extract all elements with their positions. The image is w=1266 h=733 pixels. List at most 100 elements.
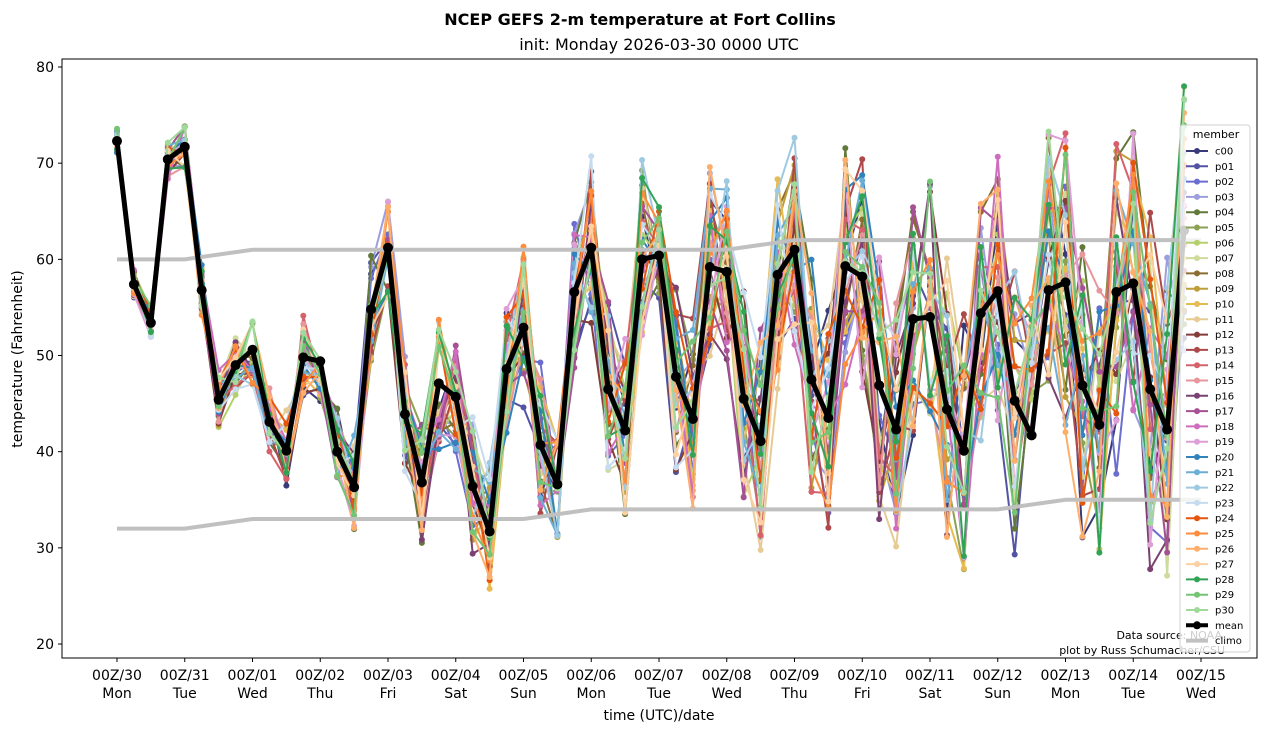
member-point-p24 bbox=[1028, 366, 1035, 373]
member-point-p30 bbox=[181, 124, 188, 131]
member-point-p19 bbox=[571, 241, 578, 248]
member-point-p29 bbox=[977, 390, 984, 397]
member-point-p29 bbox=[469, 529, 476, 536]
member-line-p29 bbox=[116, 123, 1186, 558]
member-point-p14 bbox=[266, 448, 273, 455]
member-point-p27 bbox=[1062, 219, 1069, 226]
x-axis: 00Z/30 Mon 00Z/31 Tue 00Z/01 Wed 00Z/02 Thu 00Z/… bbox=[92, 658, 1226, 702]
member-point-p23 bbox=[1130, 350, 1137, 357]
member-point-p28 bbox=[994, 384, 1001, 391]
x-tick-label-day: Thu bbox=[306, 686, 333, 702]
y-tick-label: 80 bbox=[36, 60, 54, 76]
member-point-p25 bbox=[943, 478, 950, 485]
legend-label: mean bbox=[1215, 621, 1243, 632]
member-point-p17 bbox=[842, 308, 849, 315]
mean-point bbox=[1145, 384, 1156, 395]
member-point-p14 bbox=[1062, 130, 1069, 137]
member-point-p27 bbox=[808, 319, 815, 326]
member-point-p22 bbox=[791, 134, 798, 141]
legend-label: p11 bbox=[1215, 315, 1234, 326]
member-point-p10 bbox=[486, 585, 493, 592]
x-tick-label-day: Mon bbox=[102, 686, 132, 702]
member-point-p30 bbox=[774, 260, 781, 267]
mean-point bbox=[433, 378, 444, 389]
legend-swatch-marker bbox=[1194, 301, 1200, 307]
mean-point bbox=[518, 322, 529, 333]
member-point-p29 bbox=[842, 248, 849, 255]
mean-point bbox=[1111, 287, 1122, 298]
legend-entry-p28: p28 bbox=[1186, 575, 1234, 586]
member-point-p30 bbox=[401, 447, 408, 454]
legend-label: p08 bbox=[1215, 269, 1234, 280]
mean-point bbox=[586, 242, 597, 253]
legend-entry-p13: p13 bbox=[1186, 345, 1234, 356]
mean-point bbox=[1162, 424, 1173, 435]
member-point-p19 bbox=[994, 417, 1001, 424]
member-point-p30 bbox=[1164, 445, 1171, 452]
member-point-p30 bbox=[910, 269, 917, 276]
member-point-p28 bbox=[943, 332, 950, 339]
legend-label: p20 bbox=[1215, 453, 1234, 464]
member-point-p03 bbox=[1164, 254, 1171, 261]
member-point-p29 bbox=[893, 490, 900, 497]
legend-swatch-marker bbox=[1194, 576, 1200, 583]
y-tick-label: 20 bbox=[36, 637, 54, 653]
legend-swatch-marker bbox=[1194, 469, 1200, 476]
member-point-p29 bbox=[351, 512, 358, 519]
legend-label: p24 bbox=[1215, 514, 1234, 525]
member-point-p18 bbox=[994, 153, 1001, 160]
member-point-p20 bbox=[927, 408, 933, 415]
mean-point bbox=[1026, 430, 1037, 441]
member-point-p28 bbox=[656, 204, 662, 211]
member-point-p26 bbox=[385, 204, 391, 211]
member-point-p26 bbox=[1045, 274, 1052, 281]
mean-point bbox=[654, 250, 664, 261]
y-axis-label: temperature (Fahrenheit) bbox=[10, 270, 26, 447]
member-point-p04 bbox=[842, 145, 849, 152]
member-point-p23 bbox=[774, 201, 781, 208]
member-point-p30 bbox=[571, 346, 578, 353]
member-point-p27 bbox=[1147, 251, 1154, 258]
member-point-p27 bbox=[859, 187, 866, 194]
member-point-p20 bbox=[859, 172, 866, 179]
member-point-p25 bbox=[1011, 320, 1018, 327]
member-point-p30 bbox=[622, 455, 629, 462]
climo-low-line bbox=[117, 497, 1201, 531]
member-point-p26 bbox=[418, 527, 425, 534]
member-point-p30 bbox=[520, 261, 527, 268]
mean-point bbox=[501, 363, 512, 374]
member-point-p24 bbox=[503, 314, 510, 321]
legend-entry-p04: p04 bbox=[1186, 208, 1234, 219]
member-point-p19 bbox=[385, 199, 391, 206]
member-point-p25 bbox=[300, 381, 307, 388]
member-point-p24 bbox=[622, 360, 629, 367]
member-point-p27 bbox=[977, 346, 984, 353]
member-point-p14 bbox=[300, 312, 307, 319]
member-point-p28 bbox=[1011, 294, 1018, 301]
member-point-p29 bbox=[1130, 189, 1137, 196]
member-point-p28 bbox=[503, 323, 510, 330]
member-point-p13 bbox=[859, 156, 866, 163]
member-point-p08 bbox=[859, 216, 866, 223]
member-point-p17 bbox=[723, 347, 730, 354]
x-tick-label-time: 00Z/13 bbox=[1041, 668, 1091, 684]
member-point-p26 bbox=[1147, 328, 1154, 335]
mean-point bbox=[332, 446, 343, 457]
member-point-p15 bbox=[994, 274, 1001, 281]
member-point-p29 bbox=[537, 479, 544, 486]
member-point-p29 bbox=[520, 309, 527, 316]
member-point-p28 bbox=[927, 392, 933, 399]
x-tick-label-time: 00Z/30 bbox=[92, 668, 142, 684]
mean-line bbox=[114, 140, 1187, 535]
legend-label: p12 bbox=[1215, 330, 1234, 341]
legend-swatch-marker bbox=[1194, 408, 1200, 415]
member-point-p11 bbox=[774, 385, 781, 392]
member-point-p30 bbox=[1130, 200, 1137, 207]
member-point-p29 bbox=[622, 385, 629, 392]
mean-point bbox=[145, 317, 156, 328]
member-point-p22 bbox=[943, 312, 950, 319]
legend-label: p25 bbox=[1215, 529, 1234, 540]
x-tick-label-time: 00Z/05 bbox=[499, 668, 549, 684]
mean-point bbox=[840, 261, 851, 272]
member-point-p17 bbox=[605, 298, 612, 305]
